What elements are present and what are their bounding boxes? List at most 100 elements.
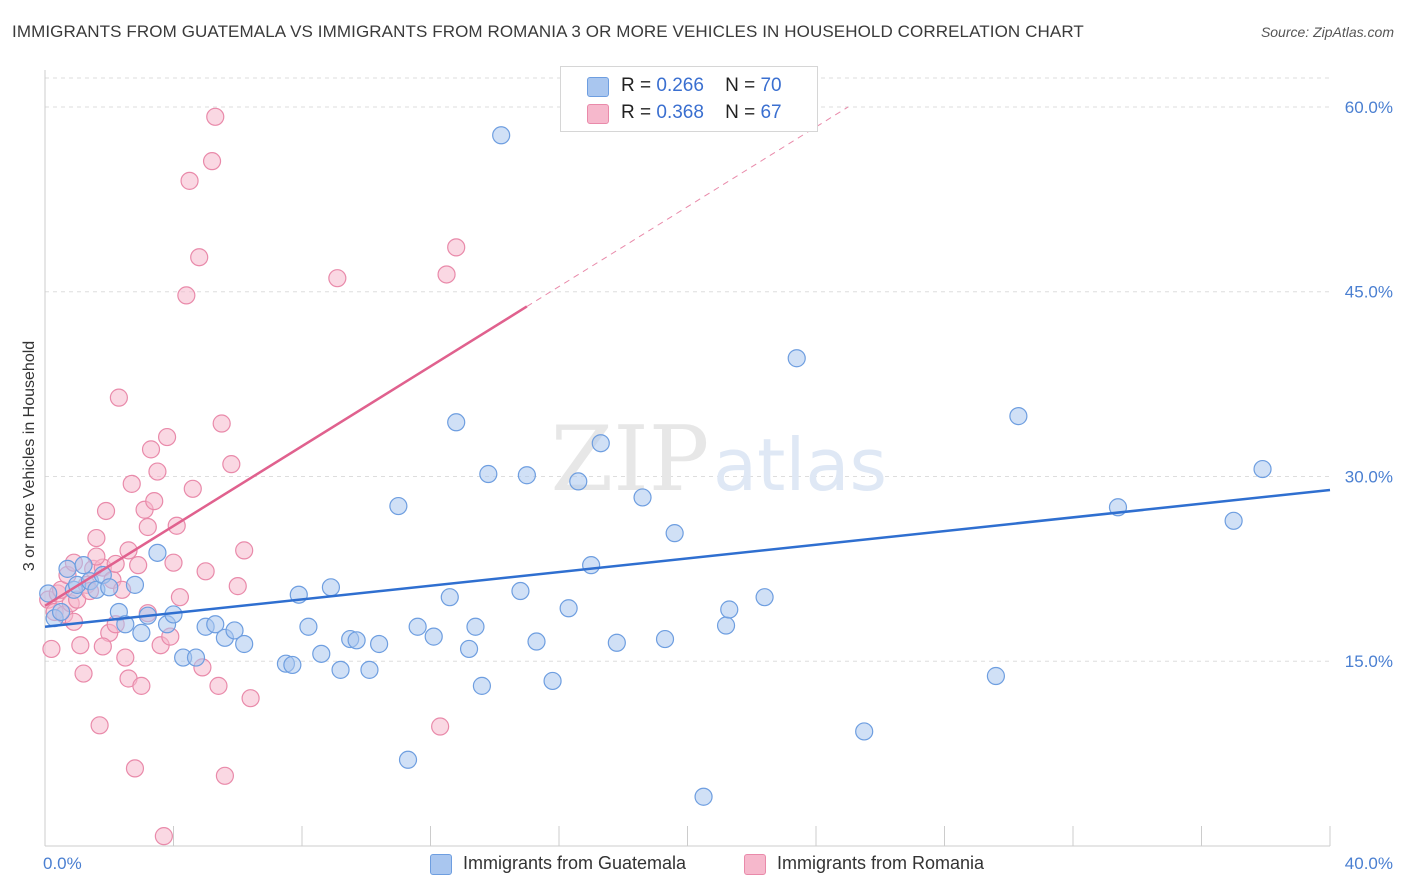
guatemala-point-6 <box>74 556 93 575</box>
guatemala-point-42 <box>447 413 466 432</box>
romania-point-39 <box>170 588 190 607</box>
guatemala-point-57 <box>633 488 652 507</box>
romania-point-38 <box>164 553 183 572</box>
romania-point-11 <box>74 664 93 683</box>
y-axis-label: 3 or more Vehicles in Household <box>21 341 38 571</box>
guatemala-point-29 <box>299 617 318 636</box>
guatemala-point-27 <box>283 655 302 675</box>
guatemala-point-37 <box>389 496 408 516</box>
guatemala-point-56 <box>607 633 626 652</box>
guatemala-point-40 <box>424 627 443 646</box>
watermark-zip: ZIP <box>551 407 710 512</box>
guatemala-point-16 <box>148 543 167 562</box>
romania-point-47 <box>206 107 225 126</box>
guatemala-point-58 <box>655 629 675 649</box>
series-guatemala <box>39 126 1272 806</box>
romania-point-10 <box>71 636 90 655</box>
legend-n-romania: 67 <box>760 102 782 123</box>
guatemala-point-39 <box>408 617 427 636</box>
guatemala-point-34 <box>347 631 366 650</box>
guatemala-point-64 <box>787 349 806 368</box>
guatemala-point-61 <box>716 616 736 635</box>
romania-point-42 <box>183 479 202 498</box>
romania-point-57 <box>437 265 456 284</box>
guatemala-point-55 <box>591 434 610 453</box>
romania-point-18 <box>96 501 116 521</box>
guatemala-point-63 <box>755 588 774 607</box>
guatemala-point-10 <box>100 578 119 597</box>
y-tick-label-60: 60.0% <box>1345 98 1393 117</box>
guatemala-point-12 <box>116 615 135 634</box>
romania-point-52 <box>228 577 247 596</box>
guatemala-point-2 <box>51 602 71 622</box>
romania-point-43 <box>190 248 209 267</box>
romania-point-26 <box>122 474 141 493</box>
guatemala-point-66 <box>986 666 1006 686</box>
legend-swatch-romania <box>587 104 609 124</box>
guatemala-point-3 <box>58 559 77 578</box>
source-label: Source: ZipAtlas.com <box>1260 24 1394 40</box>
romania-point-45 <box>196 562 215 581</box>
guatemala-point-0 <box>39 584 58 603</box>
y-tick-label-30: 30.0% <box>1345 467 1393 486</box>
romania-point-60 <box>93 637 112 656</box>
guatemala-point-54 <box>582 556 601 575</box>
guatemala-point-51 <box>543 671 562 691</box>
bottom-legend-swatch-guatemala <box>430 854 452 875</box>
guatemala-point-70 <box>1253 459 1272 479</box>
guatemala-point-47 <box>492 126 511 145</box>
romania-point-61 <box>119 541 138 560</box>
guatemala-point-46 <box>479 464 498 484</box>
romania-point-58 <box>447 238 466 257</box>
romania-point-64 <box>87 547 106 566</box>
romania-point-36 <box>154 827 173 846</box>
x-tick-label-max: 40.0% <box>1345 854 1393 873</box>
x-tick-label-min: 0.0% <box>43 854 82 873</box>
romania-point-22 <box>109 388 128 407</box>
guatemala-point-59 <box>665 524 684 543</box>
guatemala-point-65 <box>855 722 874 741</box>
romania-point-49 <box>212 414 231 433</box>
y-tick-labels: 15.0% 30.0% 45.0% 60.0% <box>1345 98 1393 671</box>
guatemala-point-24 <box>225 621 244 640</box>
legend-r-romania: 0.368 <box>656 102 704 123</box>
y-tick-label-45: 45.0% <box>1345 283 1393 302</box>
trend-line-guatemala <box>44 488 1331 628</box>
romania-point-24 <box>116 648 135 667</box>
romania-point-1 <box>42 639 61 659</box>
trend-extension-romania <box>526 106 849 307</box>
guatemala-point-25 <box>235 634 254 654</box>
guatemala-point-53 <box>569 472 588 491</box>
bottom-legend-swatch-romania <box>744 854 766 875</box>
guatemala-point-69 <box>1224 511 1243 530</box>
romania-point-50 <box>215 766 234 785</box>
correlation-legend: R = 0.266 N = 70 R = 0.368 N = 67 <box>560 66 818 132</box>
guatemala-point-20 <box>186 648 206 667</box>
guatemala-point-50 <box>527 632 546 651</box>
romania-point-48 <box>209 676 228 695</box>
romania-point-41 <box>180 171 199 190</box>
guatemala-point-36 <box>370 634 389 654</box>
romania-point-29 <box>132 676 151 695</box>
romania-point-46 <box>202 152 222 171</box>
guatemala-point-43 <box>459 639 479 659</box>
guatemala-point-41 <box>440 588 459 607</box>
watermark-atlas: atlas <box>713 423 887 507</box>
romania-point-56 <box>431 717 450 736</box>
guatemala-point-67 <box>1009 407 1028 426</box>
guatemala-point-52 <box>559 599 578 618</box>
guatemala-point-45 <box>472 676 491 695</box>
romania-point-37 <box>157 427 177 447</box>
guatemala-point-44 <box>466 617 485 636</box>
series-romania <box>39 107 466 846</box>
grid-lines <box>45 77 1330 662</box>
romania-point-51 <box>222 455 241 474</box>
legend-n-guatemala: 70 <box>760 75 782 96</box>
legend-swatch-guatemala <box>587 77 609 97</box>
romania-point-59 <box>138 517 157 537</box>
guatemala-point-48 <box>511 581 530 601</box>
romania-point-53 <box>235 541 254 560</box>
trend-line-romania <box>44 305 528 607</box>
guatemala-point-30 <box>312 644 331 663</box>
guatemala-point-60 <box>694 787 713 806</box>
